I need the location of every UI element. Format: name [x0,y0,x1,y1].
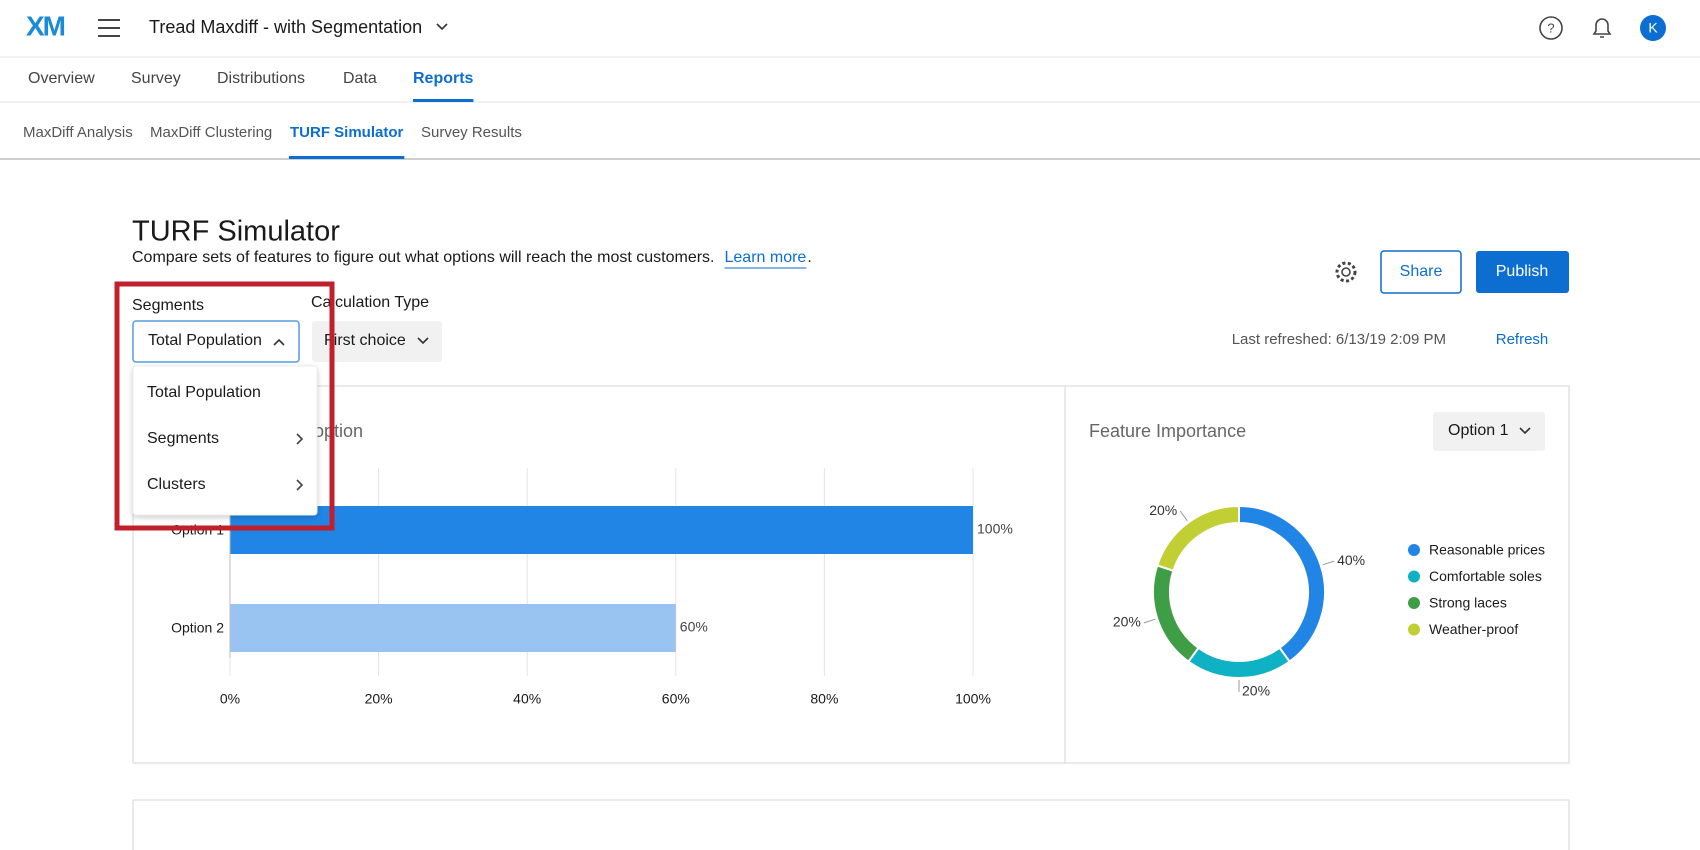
legend-label: Strong laces [1429,595,1507,611]
chevron [1519,427,1531,435]
data-label: 100% [977,521,1013,537]
avatar[interactable] [1640,15,1666,41]
help-icon[interactable]: ? [1539,16,1563,40]
leader-line [1179,510,1188,522]
charts: option 0% 20% 40% 60% 80% 100% Option 1 100% Opti… [171,412,1545,707]
refresh-link[interactable]: Refresh [1496,331,1549,348]
subtab[interactable]: MaxDiff Clustering [150,124,272,141]
legend-swatch [1408,544,1420,556]
y-tick-label: Option 2 [171,620,224,636]
menu-item[interactable]: Segments [147,430,219,447]
data-label: 20% [1113,614,1141,630]
legend-label: Weather-proof [1429,621,1518,637]
chart-title: option [314,421,363,441]
x-tick-label: 40% [513,691,541,707]
tab[interactable]: Data [343,70,377,87]
calc-label: Calculation Type [311,294,429,311]
learn-more-link[interactable]: Learn more [725,249,807,266]
text: . [807,249,811,266]
chevron [417,337,429,345]
project-title[interactable]: Tread Maxdiff - with Segmentation [149,17,422,37]
description: Compare sets of features to figure out w… [132,249,715,266]
chevron [273,338,285,346]
submenu-arrow [296,479,304,491]
chart-card [132,385,1570,764]
option-dropdown[interactable] [1433,412,1545,451]
legend-swatch [1408,570,1420,583]
chevron[interactable] [436,23,448,31]
avatar-initial: K [1648,20,1658,36]
segments-dropdown[interactable] [132,320,300,363]
calc-value: First choice [324,332,406,349]
x-tick-label: 60% [662,691,690,707]
data-label: 60% [680,619,708,635]
chart-title: Feature Importance [1089,421,1246,441]
segments-label: Segments [132,297,204,314]
legend-label: Reasonable prices [1429,542,1545,558]
submenu-arrow [296,433,304,445]
publish-button[interactable] [1476,251,1569,293]
data-label: 20% [1242,683,1270,699]
logo[interactable]: XM [26,10,67,41]
share-label: Share [1400,263,1443,280]
legend-swatch [1408,597,1420,609]
tab[interactable]: Distributions [217,70,305,87]
x-tick-label: 0% [220,691,240,707]
data-label: 20% [1149,502,1177,518]
settings-icon[interactable] [1335,261,1357,283]
table-card [132,799,1570,850]
x-tick-label: 20% [365,691,393,707]
leader-line [1322,560,1335,566]
active-tab-indicator [413,99,474,102]
last-refreshed: Last refreshed: 6/13/19 2:09 PM [1232,331,1446,348]
share-button[interactable] [1380,250,1462,294]
subtab[interactable]: Survey Results [421,124,522,141]
menu-item[interactable]: Total Population [147,384,261,401]
subtab[interactable]: TURF Simulator [290,124,403,141]
subtab[interactable]: MaxDiff Analysis [23,124,133,141]
tab[interactable]: Survey [131,70,181,87]
bar [230,506,973,554]
menu-item[interactable]: Clusters [147,476,206,493]
menu-icon[interactable] [98,19,120,37]
tab[interactable]: Overview [28,70,95,87]
svg-text:?: ? [1547,20,1554,35]
calc-dropdown[interactable] [312,321,442,362]
tab[interactable]: Reports [413,70,474,87]
leader-line [1143,618,1156,624]
x-tick-label: 80% [810,691,838,707]
highlight-box [114,281,335,531]
segments-value: Total Population [148,332,262,349]
page-title: TURF Simulator [132,216,340,248]
x-tick-label: 100% [955,691,991,707]
pie-slice [1155,504,1240,572]
option-value: Option 1 [1448,422,1509,439]
menu [132,365,318,516]
header: XM Tread Maxdiff - with Segmentation ? K… [0,10,1700,160]
legend-label: Comfortable soles [1429,568,1542,584]
data-label: 40% [1337,552,1365,568]
segments-menu: Total Population Segments Clusters [132,365,318,516]
bell-icon[interactable] [1592,18,1612,38]
publish-label: Publish [1496,263,1548,280]
legend-swatch [1408,623,1420,636]
active-subtab-indicator [289,156,405,159]
bar [230,604,676,652]
